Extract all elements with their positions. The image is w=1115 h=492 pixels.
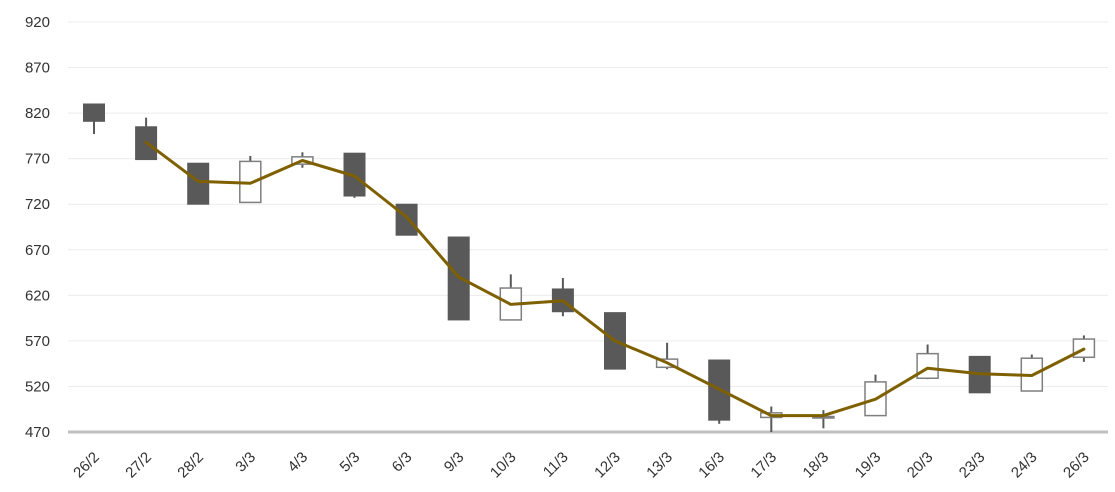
x-tick-label: 18/3 [800, 449, 833, 482]
x-tick-label: 9/3 [441, 449, 468, 476]
x-tick-label: 23/3 [956, 449, 989, 482]
x-tick-label: 28/2 [174, 449, 207, 482]
gridlines [68, 21, 1108, 434]
candle-body-down [187, 162, 210, 205]
x-tick-label: 10/3 [487, 449, 520, 482]
y-tick-label: 620 [25, 287, 50, 304]
x-tick-label: 27/2 [122, 449, 155, 482]
y-tick-label: 570 [25, 333, 50, 350]
x-tick-label: 17/3 [747, 449, 780, 482]
x-tick-label: 12/3 [591, 449, 624, 482]
y-tick-label: 470 [25, 424, 50, 441]
y-tick-label: 720 [25, 196, 50, 213]
trend-line [144, 140, 1086, 418]
candle [395, 203, 418, 236]
x-tick-label: 13/3 [643, 449, 676, 482]
y-tick-label: 920 [25, 14, 50, 31]
x-tick-label: 16/3 [695, 449, 728, 482]
y-axis-tick-labels: 470 520 570 620 670 720 770 820 870 920 [25, 14, 50, 441]
x-tick-label: 19/3 [852, 449, 885, 482]
x-tick-label: 3/3 [232, 449, 259, 476]
candle [499, 274, 523, 321]
trend-line-series [144, 140, 1086, 418]
x-tick-label: 26/3 [1060, 449, 1093, 482]
candle [187, 162, 210, 205]
y-tick-label: 870 [25, 60, 50, 77]
x-tick-label: 20/3 [904, 449, 937, 482]
x-axis-tick-labels: 26/2 27/2 28/2 3/3 4/3 5/3 6/3 9/3 10/3 11/3 12/3 1… [70, 449, 1093, 482]
y-tick-label: 770 [25, 151, 50, 168]
x-tick-label: 6/3 [389, 449, 416, 476]
y-tick-label: 520 [25, 378, 50, 395]
candles [83, 103, 1096, 432]
candle [83, 103, 105, 135]
y-tick-label: 820 [25, 105, 50, 122]
x-tick-label: 26/2 [70, 449, 103, 482]
candle [551, 278, 574, 317]
candle-body-up [916, 352, 939, 379]
x-tick-label: 24/3 [1008, 449, 1041, 482]
candle-body-down [395, 203, 418, 236]
y-tick-label: 670 [25, 242, 50, 259]
x-tick-label: 5/3 [337, 449, 364, 476]
x-tick-label: 11/3 [540, 449, 572, 481]
candle-body-down [83, 103, 105, 122]
candle [135, 117, 158, 161]
x-tick-label: 4/3 [284, 449, 311, 476]
